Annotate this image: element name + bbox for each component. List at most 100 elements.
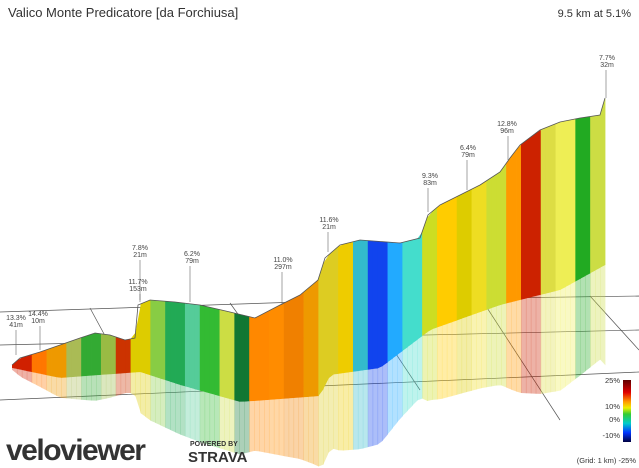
profile-stripe — [348, 241, 354, 373]
profile-stripe — [417, 231, 423, 340]
profile-stripe — [249, 316, 255, 402]
profile-stripe — [318, 263, 324, 397]
profile-stripe — [486, 177, 492, 310]
profile-stripe — [323, 255, 329, 390]
profile-stripe — [432, 207, 438, 330]
annotation-length: 83m — [423, 180, 437, 187]
profile-stripe — [254, 315, 260, 401]
reflection-stripe — [560, 286, 566, 391]
reflection-stripe — [328, 374, 334, 453]
reflection-stripe — [456, 318, 463, 395]
profile-stripe — [501, 163, 507, 305]
profile-stripe — [219, 309, 225, 398]
reflection-stripe — [283, 398, 290, 457]
reflection-stripe — [496, 304, 502, 386]
reflection-stripe — [175, 383, 181, 435]
reflection-stripe — [26, 371, 33, 383]
reflection-stripe — [125, 372, 131, 393]
reflection-stripe — [530, 296, 537, 394]
grid-note-text: (Grid: 1 km) — [577, 456, 617, 465]
reflection-stripe — [31, 372, 38, 386]
profile — [11, 97, 606, 467]
grid-note: (Grid: 1 km) -25% — [577, 456, 637, 465]
profile-stripe — [288, 298, 295, 399]
profile-stripe — [308, 283, 314, 397]
reflection-stripe — [264, 399, 270, 454]
profile-stripe — [86, 334, 92, 377]
powered-by: POWERED BY — [190, 441, 238, 448]
annotation-length: 79m — [185, 258, 199, 265]
reflection-stripe — [86, 375, 92, 401]
profile-stripe — [461, 191, 468, 319]
profile-stripe — [26, 354, 33, 373]
reflection-stripe — [61, 377, 67, 399]
profile-stripe — [229, 311, 235, 401]
reflection-stripe — [150, 375, 156, 423]
annotation-length: 21m — [322, 224, 336, 231]
reflection-stripe — [491, 306, 497, 387]
reflection-stripe — [204, 392, 211, 446]
profile-stripe — [560, 120, 566, 290]
reflection-stripe — [219, 396, 225, 450]
profile-stripe — [466, 189, 472, 317]
reflection-stripe — [422, 332, 428, 401]
reflection-stripe — [288, 397, 295, 458]
profile-stripe — [76, 337, 82, 377]
logo: veloviewer — [6, 434, 146, 467]
profile-stripe — [31, 352, 38, 374]
reflection-stripe — [357, 370, 364, 450]
profile-stripe — [81, 335, 87, 377]
reflection-stripe — [402, 347, 408, 417]
profile-stripe — [343, 242, 349, 374]
reflection-stripe — [407, 343, 413, 411]
profile-stripe — [51, 346, 57, 378]
reflection-stripe — [145, 373, 151, 421]
reflection-stripe — [254, 400, 260, 452]
reflection-stripe — [41, 374, 47, 391]
reflection-stripe — [229, 399, 235, 453]
profile-stripe — [303, 287, 309, 398]
profile-stripe — [580, 117, 586, 279]
profile-stripe — [407, 239, 413, 348]
reflection-stripe — [76, 376, 82, 400]
profile-stripe — [427, 211, 433, 333]
reflection-stripe — [96, 374, 102, 401]
profile-stripe — [61, 342, 67, 378]
annotation-grade: 12.8% — [497, 121, 517, 128]
profile-stripe — [585, 116, 591, 276]
reflection-stripe — [362, 369, 369, 449]
reflection-stripe — [441, 323, 448, 399]
reflection-stripe — [511, 300, 517, 392]
profile-stripe — [115, 336, 122, 374]
reflection-stripe — [392, 354, 398, 429]
reflection-stripe — [239, 401, 245, 455]
reflection-stripe — [565, 284, 571, 387]
annotation-grade: 11.7% — [128, 279, 147, 286]
reflection-stripe — [51, 376, 57, 396]
profile-stripe — [402, 241, 408, 351]
reflection-stripe — [417, 335, 423, 401]
annotation-grade: 11.0% — [273, 257, 292, 264]
profile-stripe — [313, 278, 319, 397]
profile-stripe — [595, 114, 601, 271]
profile-stripe — [145, 300, 151, 376]
reflection-stripe — [545, 292, 552, 394]
reflection-stripe — [481, 309, 487, 389]
reflection-stripe — [110, 373, 117, 398]
annotation-grade: 13.3% — [6, 315, 26, 322]
annotation-length: 32m — [600, 62, 614, 69]
reflection-stripe — [91, 375, 97, 401]
profile-stripe — [451, 196, 458, 323]
reflection-stripe — [595, 267, 601, 364]
legend-label: -25% — [618, 456, 636, 465]
reflection-stripe — [367, 369, 374, 448]
reflection-stripe — [575, 278, 581, 379]
reflection-stripe — [372, 368, 379, 446]
profile-stripe — [412, 238, 418, 344]
profile-stripe — [352, 240, 359, 372]
profile-stripe — [239, 314, 245, 402]
profile-stripe — [575, 117, 581, 282]
reflection-stripe — [535, 294, 542, 394]
